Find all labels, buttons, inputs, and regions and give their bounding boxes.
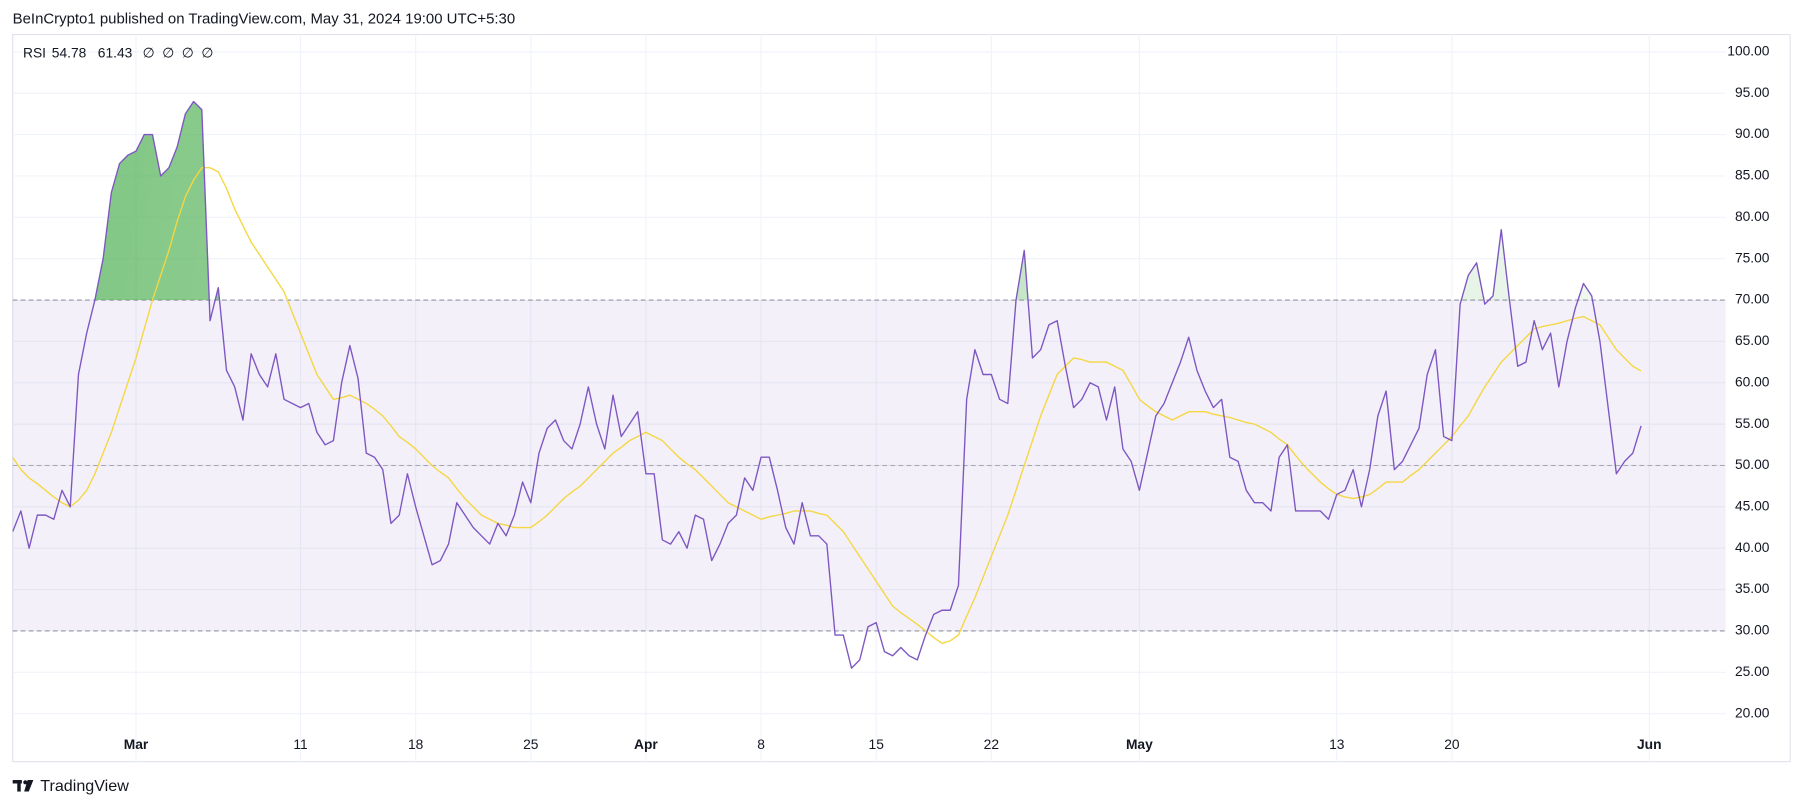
x-tick-label: 20 [1444,737,1460,752]
x-tick-label: 22 [984,737,999,752]
y-tick-label: 80.00 [1735,209,1770,224]
y-tick-label: 65.00 [1735,333,1770,348]
lines [12,100,1642,669]
x-tick-label: Jun [1637,737,1662,752]
y-tick-label: 60.00 [1735,374,1770,389]
y-tick-label: 90.00 [1735,126,1770,141]
y-tick-label: 20.00 [1735,705,1770,720]
x-tick-label: Mar [124,737,149,752]
y-tick-label: 40.00 [1735,540,1770,555]
y-tick-label: 85.00 [1735,168,1770,183]
x-tick-label: 8 [757,737,765,752]
x-tick-label: Apr [634,737,658,752]
series-line [12,167,1642,645]
y-tick-label: 95.00 [1735,85,1770,100]
x-tick-label: 18 [408,737,424,752]
x-tick-label: 15 [869,737,885,752]
legend: RSI 54.78 61.43 ∅ ∅ ∅ ∅ [23,46,213,61]
y-tick-label: 55.00 [1735,416,1770,431]
x-tick-label: May [1126,737,1153,752]
legend-value: 54.78 [52,46,87,61]
axes: 20.00 25.00 30.00 35.00 40.00 45.00 50.00 55.00… [124,44,1770,753]
y-tick-label: 25.00 [1735,664,1770,679]
y-tick-label: 75.00 [1735,250,1770,265]
logo-dot [23,780,28,785]
footer: TradingView [40,777,129,795]
logo-stem [17,780,21,792]
x-tick-label: 11 [293,737,307,752]
header: BeInCrypto1 published on TradingView.com… [13,11,516,28]
bands [12,299,1726,632]
x-tick-label: 25 [523,737,539,752]
x-tick-label: 13 [1329,737,1345,752]
y-tick-label: 45.00 [1735,498,1770,513]
legend-label: RSI [23,46,46,61]
plot-frame [12,33,1791,763]
logo-slash [24,780,34,792]
legend-extra: ∅ [162,46,174,61]
y-tick-label: 100.00 [1727,44,1770,59]
y-tick-label: 50.00 [1735,457,1770,472]
legend-extra: ∅ [201,46,213,61]
legend-extra: ∅ [143,46,155,61]
y-tick-label: 35.00 [1735,581,1770,596]
legend-extra: ∅ [182,46,194,61]
y-tick-label: 70.00 [1735,292,1770,307]
footer-logo [12,780,34,792]
series-line [12,100,1642,669]
legend-value: 61.43 [98,46,133,61]
y-tick-label: 30.00 [1735,623,1770,638]
